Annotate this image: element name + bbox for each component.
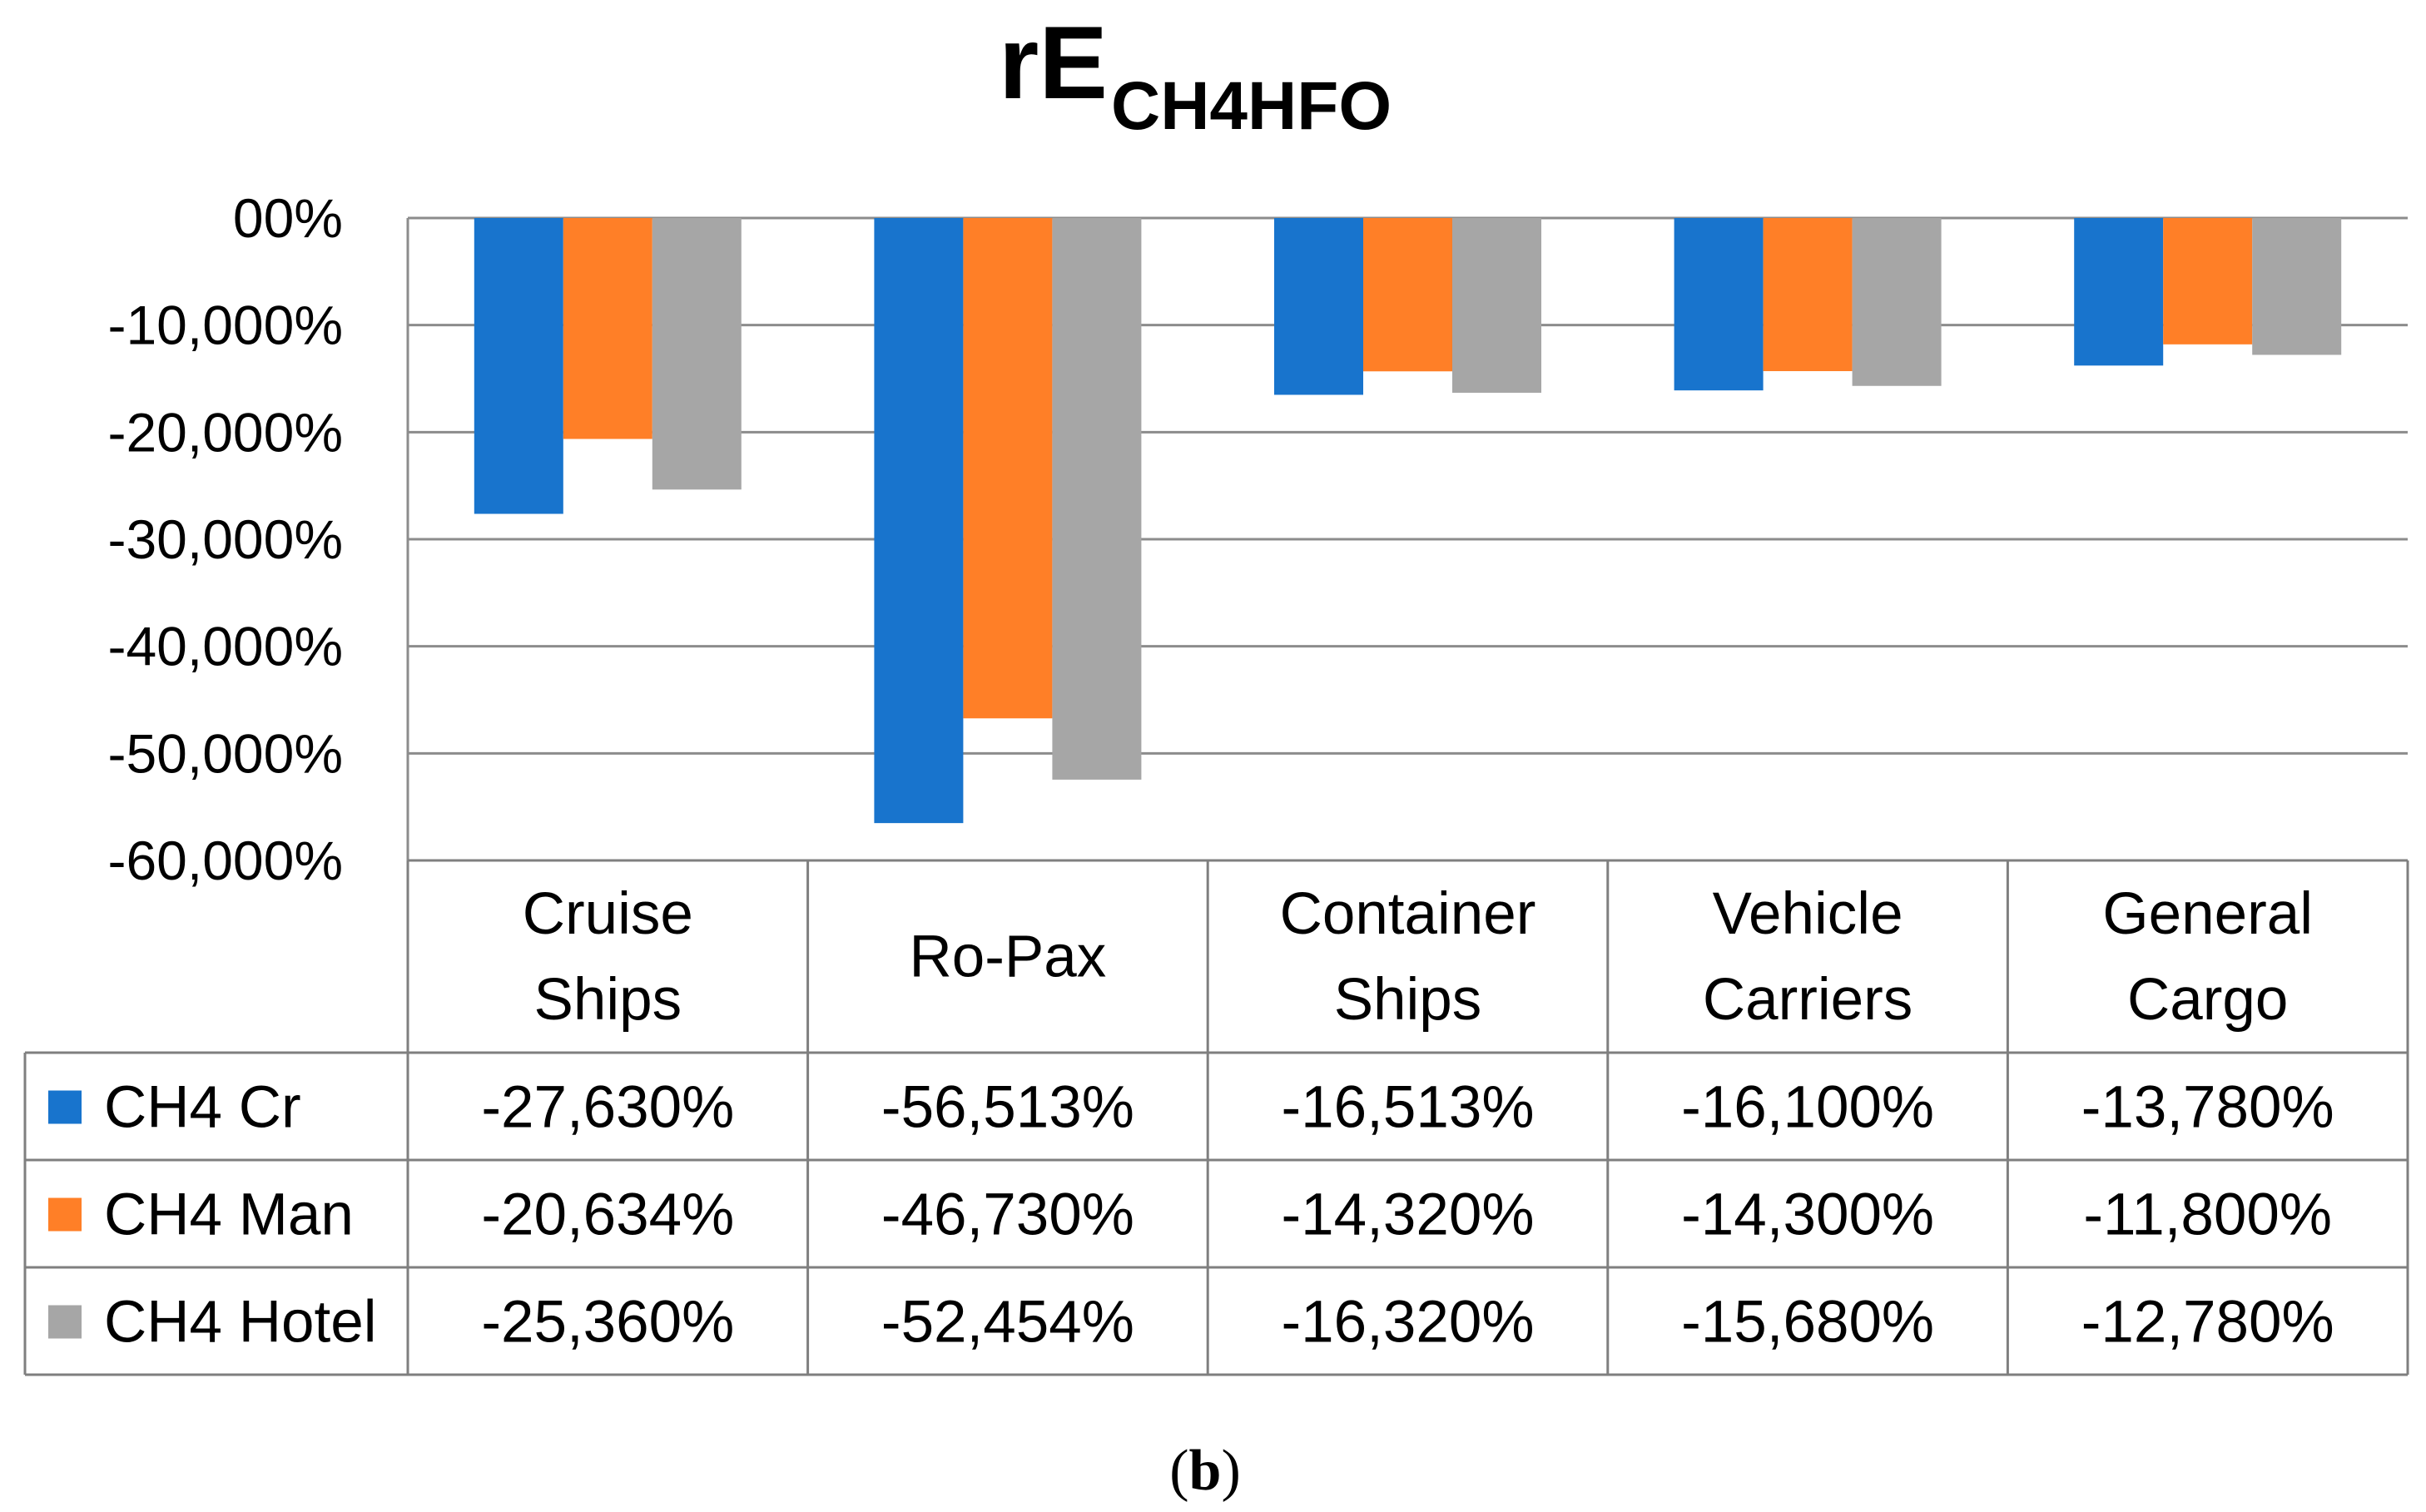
- data-table: Cruise Ships Ro-Pax Container Ships Vehicle Ca…: [23, 859, 2409, 1376]
- bar-ch4-hotel: [652, 218, 742, 490]
- legend-label: CH4 Hotel: [104, 1290, 377, 1356]
- data-label: -13,780%: [2081, 1075, 2334, 1141]
- data-label: -20,634%: [481, 1182, 734, 1248]
- y-tick-label: -20,000%: [107, 401, 343, 463]
- bar-ch4-cr: [1274, 218, 1363, 395]
- legend-key: [48, 1090, 82, 1124]
- category-label: Vehicle: [1713, 881, 1903, 947]
- y-tick-label: -10,000%: [107, 295, 343, 356]
- y-tick-label: 00%: [233, 187, 343, 249]
- data-label: -12,780%: [2081, 1290, 2334, 1356]
- legend-key: [48, 1197, 82, 1232]
- y-axis-ticks: 00% -10,000% -20,000% -30,000% -40,000% -50,0…: [107, 187, 343, 891]
- data-label: -16,100%: [1681, 1075, 1934, 1141]
- legend-key: [48, 1305, 82, 1339]
- legend-label: CH4 Man: [104, 1182, 354, 1248]
- bar-ch4-man: [2163, 218, 2253, 345]
- category-label: General: [2102, 881, 2313, 947]
- data-label: -56,513%: [881, 1075, 1134, 1141]
- bar-ch4-man: [963, 218, 1053, 719]
- legend-label: CH4 Cr: [104, 1075, 301, 1141]
- caption-letter: b: [1189, 1439, 1222, 1503]
- data-label: -14,320%: [1282, 1182, 1535, 1248]
- data-label: -25,360%: [481, 1290, 734, 1356]
- data-label: -14,300%: [1681, 1182, 1934, 1248]
- chart-title-subscript: CH4HFO: [1111, 68, 1392, 144]
- bar-ch4-cr: [874, 218, 964, 824]
- category-label: Carriers: [1703, 967, 1913, 1033]
- y-tick-label: -60,000%: [107, 830, 343, 891]
- category-label: Ships: [533, 967, 682, 1033]
- bar-ch4-man: [1363, 218, 1452, 372]
- chart-title: rE CH4HFO: [999, 6, 1392, 144]
- caption-open: (: [1169, 1439, 1188, 1503]
- bar-ch4-cr: [474, 218, 563, 514]
- data-label: -46,730%: [881, 1182, 1134, 1248]
- bar-ch4-cr: [2074, 218, 2164, 366]
- y-tick-label: -30,000%: [107, 508, 343, 570]
- bar-ch4-hotel: [1852, 218, 1942, 386]
- y-tick-label: -40,000%: [107, 616, 343, 677]
- bar-ch4-man: [563, 218, 652, 439]
- data-label: -16,513%: [1282, 1075, 1535, 1141]
- caption-close: ): [1221, 1439, 1240, 1503]
- data-label: -11,800%: [2083, 1182, 2332, 1248]
- data-label: -15,680%: [1681, 1290, 1934, 1356]
- bar-ch4-hotel: [1052, 218, 1142, 780]
- y-tick-label: -50,000%: [107, 722, 343, 784]
- bar-ch4-man: [1763, 218, 1853, 371]
- category-label: Ships: [1334, 967, 1482, 1033]
- bars: [474, 218, 2342, 824]
- bar-ch4-cr: [1674, 218, 1764, 391]
- figure-caption: (b): [1169, 1439, 1241, 1503]
- category-label: Ro-Pax: [910, 925, 1107, 990]
- bar-ch4-hotel: [2252, 218, 2342, 355]
- category-label: Cargo: [2127, 967, 2288, 1033]
- data-label: -16,320%: [1282, 1290, 1535, 1356]
- bar-ch4-hotel: [1452, 218, 1541, 393]
- chart-title-main: rE: [999, 6, 1108, 121]
- category-label: Cruise: [523, 881, 693, 947]
- data-label: -52,454%: [881, 1290, 1134, 1356]
- data-label: -27,630%: [481, 1075, 734, 1141]
- category-label: Container: [1280, 881, 1536, 947]
